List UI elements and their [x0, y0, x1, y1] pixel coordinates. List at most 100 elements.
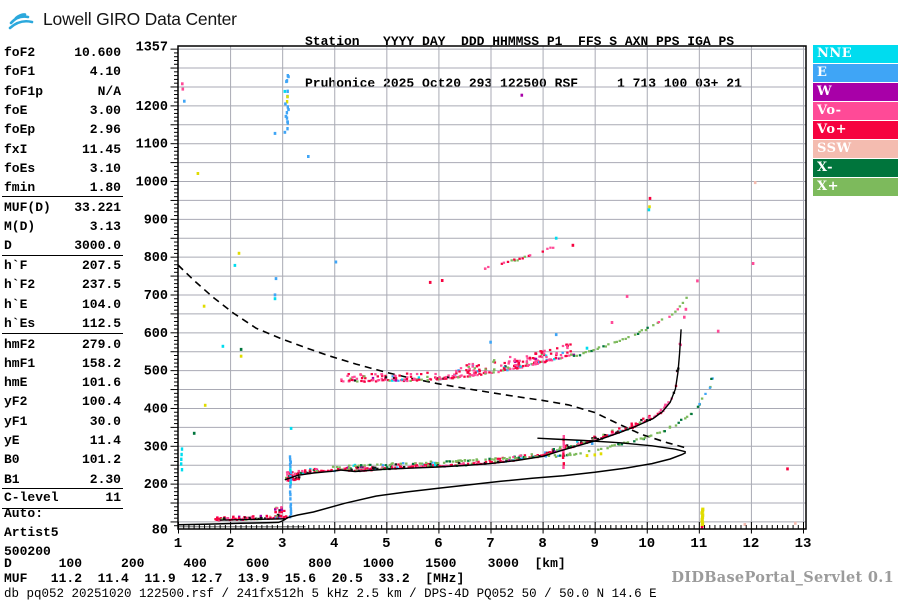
auto-scaler-line: 500200 — [4, 544, 121, 559]
param-row-hme: hmE 101.6 — [4, 375, 121, 390]
param-label: h`F — [4, 258, 28, 273]
x-axis-tick-label: 12 — [743, 536, 760, 552]
param-value: 30.0 — [89, 413, 121, 429]
param-label: fxI — [4, 141, 28, 157]
servlet-version-label: DIDBasePortal_Servlet 0.1 — [671, 569, 894, 586]
param-value: 4.10 — [89, 64, 121, 80]
param-label: D — [4, 238, 12, 254]
x-axis-tick-label: 6 — [434, 536, 442, 552]
param-value: 101.6 — [81, 375, 121, 391]
legend-label: E — [817, 65, 828, 80]
transmission-curve — [177, 264, 688, 449]
echo-dots — [180, 74, 797, 529]
measurement-info-line: db pq052 20251020 122500.rsf / 241fx512h… — [4, 587, 657, 600]
param-row-fxi: fxI 11.45 — [4, 142, 121, 157]
param-label: h`F2 — [4, 277, 36, 293]
plot-frame — [177, 45, 807, 530]
x-axis-tick-label: 13 — [795, 536, 812, 552]
param-label: yE — [4, 433, 20, 448]
param-row-b1: B1 2.30 — [4, 472, 121, 487]
autoscaled-curves — [177, 329, 687, 528]
param-value: 104.0 — [81, 296, 121, 312]
y-axis-tick-label: 1000 — [136, 176, 168, 191]
param-value: 2.30 — [89, 471, 121, 487]
param-label: B1 — [4, 471, 20, 487]
param-row-b0: B0 101.2 — [4, 452, 121, 467]
y-axis-tick-label: 600 — [144, 327, 168, 342]
panel-separator — [2, 487, 123, 489]
hF-autoscaled-trace — [284, 329, 682, 481]
param-value: N/A — [97, 83, 121, 99]
y-axis-tick-label: 80 — [152, 524, 168, 539]
panel-separator — [2, 333, 123, 334]
param-label: B0 — [4, 452, 20, 468]
auto-scaler-text: Auto: — [4, 506, 44, 521]
x-axis-tick-label: 4 — [330, 536, 338, 552]
ionogram-plot: 1357120011001000900800700600500400300200… — [136, 40, 812, 552]
param-label: h`Es — [4, 315, 36, 331]
param-value: 10.600 — [74, 45, 121, 60]
panel-separator — [2, 255, 123, 256]
legend-item-ssw: SSW — [813, 140, 898, 158]
param-row-hes: h`Es 112.5 — [4, 316, 121, 331]
y-axis-tick-label: 1200 — [136, 100, 168, 115]
param-label: h`E — [4, 296, 28, 312]
param-label: hmE — [4, 375, 28, 391]
param-label: foEp — [4, 122, 36, 138]
echo-direction-legend: NNE E W Vo- Vo+ SSW X- X+ — [813, 45, 898, 197]
y-axis-tick-label: 700 — [144, 289, 168, 304]
legend-item-nne: NNE — [813, 45, 898, 63]
y-axis-tick-label: 900 — [144, 213, 168, 228]
legend-item-x: X+ — [813, 178, 898, 196]
param-row-hf: h`F 207.5 — [4, 258, 121, 273]
x-axis-tick-label: 11 — [690, 536, 707, 552]
legend-item-x: X- — [813, 159, 898, 177]
x-axis-tick-label: 8 — [538, 536, 546, 552]
giro-logo: Lowell GIRO Data Center — [8, 7, 237, 31]
param-row-hmf1: hmF1 158.2 — [4, 356, 121, 371]
param-value: 11.45 — [81, 141, 121, 157]
auto-scaler-line: Artist5 — [4, 525, 121, 540]
axis-labels: 1357120011001000900800700600500400300200… — [136, 40, 812, 552]
param-row-hmf2: hmF2 279.0 — [4, 337, 121, 352]
param-value: 100.4 — [81, 394, 121, 410]
param-row-he: h`E 104.0 — [4, 297, 121, 312]
legend-label: W — [817, 84, 833, 99]
transmission-curve-dashed — [177, 264, 688, 449]
param-value: 3000.0 — [74, 238, 121, 254]
legend-label: SSW — [817, 141, 852, 156]
auto-scaler-text: 500200 — [4, 544, 51, 559]
param-value: 112.5 — [81, 315, 121, 331]
grid-lines — [178, 46, 806, 529]
true-height-profile — [177, 451, 687, 526]
param-value: 11 — [105, 490, 121, 505]
param-row-fof2: foF2 10.600 — [4, 45, 121, 60]
param-row-yf1: yF1 30.0 — [4, 414, 121, 429]
param-label: foF2 — [4, 45, 36, 60]
y-axis-tick-label: 300 — [144, 440, 168, 455]
x-axis-tick-label: 7 — [486, 536, 494, 552]
legend-label: X+ — [817, 179, 839, 194]
param-value: 11.4 — [89, 433, 121, 448]
y-axis-tick-label: 400 — [144, 402, 168, 417]
panel-separator — [2, 507, 123, 509]
param-row-foep: foEp 2.96 — [4, 122, 121, 137]
param-row-d: D 3000.0 — [4, 238, 121, 253]
param-label: fmin — [4, 180, 36, 196]
legend-item-vo: Vo+ — [813, 121, 898, 139]
param-value: 33.221 — [74, 199, 121, 215]
station-header-line1: Station YYYY DAY DDD HHMMSS P1 FFS S AXN… — [305, 34, 735, 49]
legend-label: Vo- — [817, 103, 842, 118]
giro-logo-text: Lowell GIRO Data Center — [43, 8, 237, 29]
param-value: 279.0 — [81, 336, 121, 352]
muf-values-row: MUF 11.2 11.4 11.9 12.7 13.9 15.6 20.5 3… — [4, 571, 465, 586]
x-axis-tick-label: 2 — [226, 536, 234, 552]
y-axis-tick-label: 200 — [144, 478, 168, 493]
param-label: foF1p — [4, 83, 44, 99]
legend-label: X- — [817, 160, 834, 175]
param-row-fof1p: foF1p N/A — [4, 84, 121, 99]
param-row-fmin: fmin 1.80 — [4, 180, 121, 195]
param-label: foEs — [4, 160, 36, 176]
param-label: C-level — [4, 490, 59, 505]
x-axis-tick-label: 5 — [382, 536, 390, 552]
